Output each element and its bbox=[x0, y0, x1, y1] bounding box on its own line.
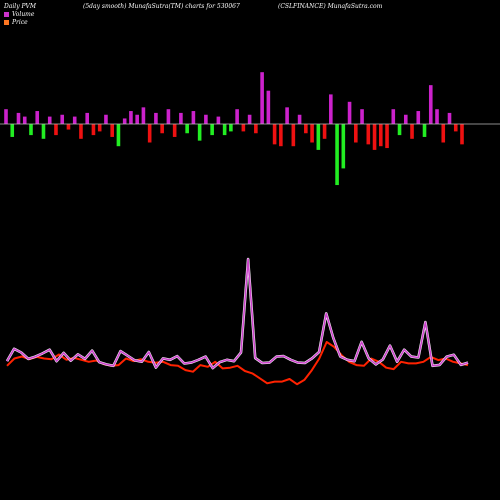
legend-volume-swatch bbox=[4, 12, 9, 17]
line-group bbox=[5, 257, 469, 386]
volume-bar bbox=[354, 124, 358, 143]
header-chart-title: (5day smooth) MunafaSutra(TM) charts for… bbox=[83, 3, 240, 10]
volume-bar bbox=[141, 107, 146, 124]
volume-line bbox=[6, 258, 469, 369]
volume-bar bbox=[72, 116, 77, 124]
volume-bar bbox=[166, 109, 171, 124]
volume-bar bbox=[304, 124, 308, 134]
volume-bar bbox=[147, 124, 152, 143]
legend-price-label: Price bbox=[12, 19, 28, 26]
volume-bar bbox=[403, 114, 408, 124]
price-line bbox=[6, 341, 469, 386]
legend-volume: Volume bbox=[4, 11, 34, 18]
volume-bar bbox=[272, 124, 277, 145]
volume-bar bbox=[441, 124, 446, 143]
volume-bar bbox=[247, 114, 252, 124]
volume-bar bbox=[129, 111, 133, 124]
volume-bar bbox=[160, 124, 164, 134]
volume-bar bbox=[197, 124, 202, 141]
volume-bar bbox=[16, 112, 21, 124]
volume-bar bbox=[122, 118, 127, 124]
volume-bar bbox=[97, 124, 102, 132]
volume-bar bbox=[391, 109, 396, 124]
volume-bar bbox=[341, 124, 346, 169]
volume-bar bbox=[316, 124, 321, 150]
volume-bar bbox=[66, 124, 71, 130]
volume-bar bbox=[372, 124, 377, 150]
volume-bar bbox=[428, 85, 433, 124]
volume-bar-group bbox=[4, 72, 464, 186]
volume-bar bbox=[222, 124, 227, 136]
volume-bar bbox=[54, 124, 58, 136]
volume-bar bbox=[435, 109, 439, 124]
header-chart-type: Daily PVM bbox=[4, 3, 37, 10]
volume-bar bbox=[335, 124, 339, 186]
volume-bar bbox=[22, 116, 27, 124]
volume-bar bbox=[279, 124, 283, 147]
volume-bar bbox=[104, 114, 108, 124]
volume-bar bbox=[285, 107, 289, 124]
volume-bar bbox=[447, 112, 452, 124]
volume-bar bbox=[179, 112, 183, 124]
volume-bar bbox=[453, 124, 458, 132]
volume-bar bbox=[360, 109, 364, 124]
volume-bar bbox=[35, 111, 40, 124]
volume-bar bbox=[310, 124, 314, 143]
volume-line-halo bbox=[5, 257, 469, 370]
volume-bar bbox=[291, 124, 296, 147]
volume-bar bbox=[229, 124, 233, 132]
volume-bar bbox=[329, 94, 333, 124]
legend-price: Price bbox=[4, 19, 28, 26]
volume-bar bbox=[110, 124, 114, 137]
volume-bar bbox=[254, 124, 258, 134]
volume-bar bbox=[204, 114, 208, 124]
volume-bar bbox=[191, 111, 196, 124]
volume-bar bbox=[460, 124, 464, 145]
volume-bar bbox=[397, 124, 402, 136]
volume-bar bbox=[29, 124, 33, 136]
volume-bar bbox=[60, 114, 65, 124]
volume-bar bbox=[116, 124, 121, 147]
volume-bar bbox=[41, 124, 46, 139]
volume-bar bbox=[241, 124, 246, 132]
volume-bar bbox=[235, 109, 239, 124]
volume-bar bbox=[91, 124, 96, 136]
volume-bar bbox=[266, 90, 271, 124]
volume-bar bbox=[85, 112, 90, 124]
volume-bar bbox=[10, 124, 15, 137]
volume-bar bbox=[216, 116, 221, 124]
legend-volume-label: Volume bbox=[12, 11, 35, 18]
volume-bar bbox=[416, 111, 421, 124]
volume-bar bbox=[79, 124, 83, 139]
volume-bar bbox=[210, 124, 214, 136]
volume-bar bbox=[410, 124, 414, 139]
volume-bar bbox=[260, 72, 264, 124]
legend-price-swatch bbox=[4, 20, 9, 25]
volume-bar bbox=[185, 124, 189, 134]
volume-bar bbox=[135, 114, 139, 124]
volume-bar bbox=[4, 109, 8, 124]
volume-bar bbox=[422, 124, 427, 137]
volume-bar bbox=[47, 116, 52, 124]
volume-bar bbox=[366, 124, 371, 145]
volume-bar bbox=[347, 101, 352, 124]
volume-bar bbox=[322, 124, 327, 139]
volume-bar bbox=[378, 124, 383, 147]
volume-bar bbox=[385, 124, 389, 149]
volume-bar bbox=[154, 112, 158, 124]
header-ticker: (CSLFINANCE) MunafaSutra.com bbox=[278, 3, 383, 10]
volume-bar bbox=[172, 124, 177, 137]
volume-bar bbox=[297, 114, 302, 124]
